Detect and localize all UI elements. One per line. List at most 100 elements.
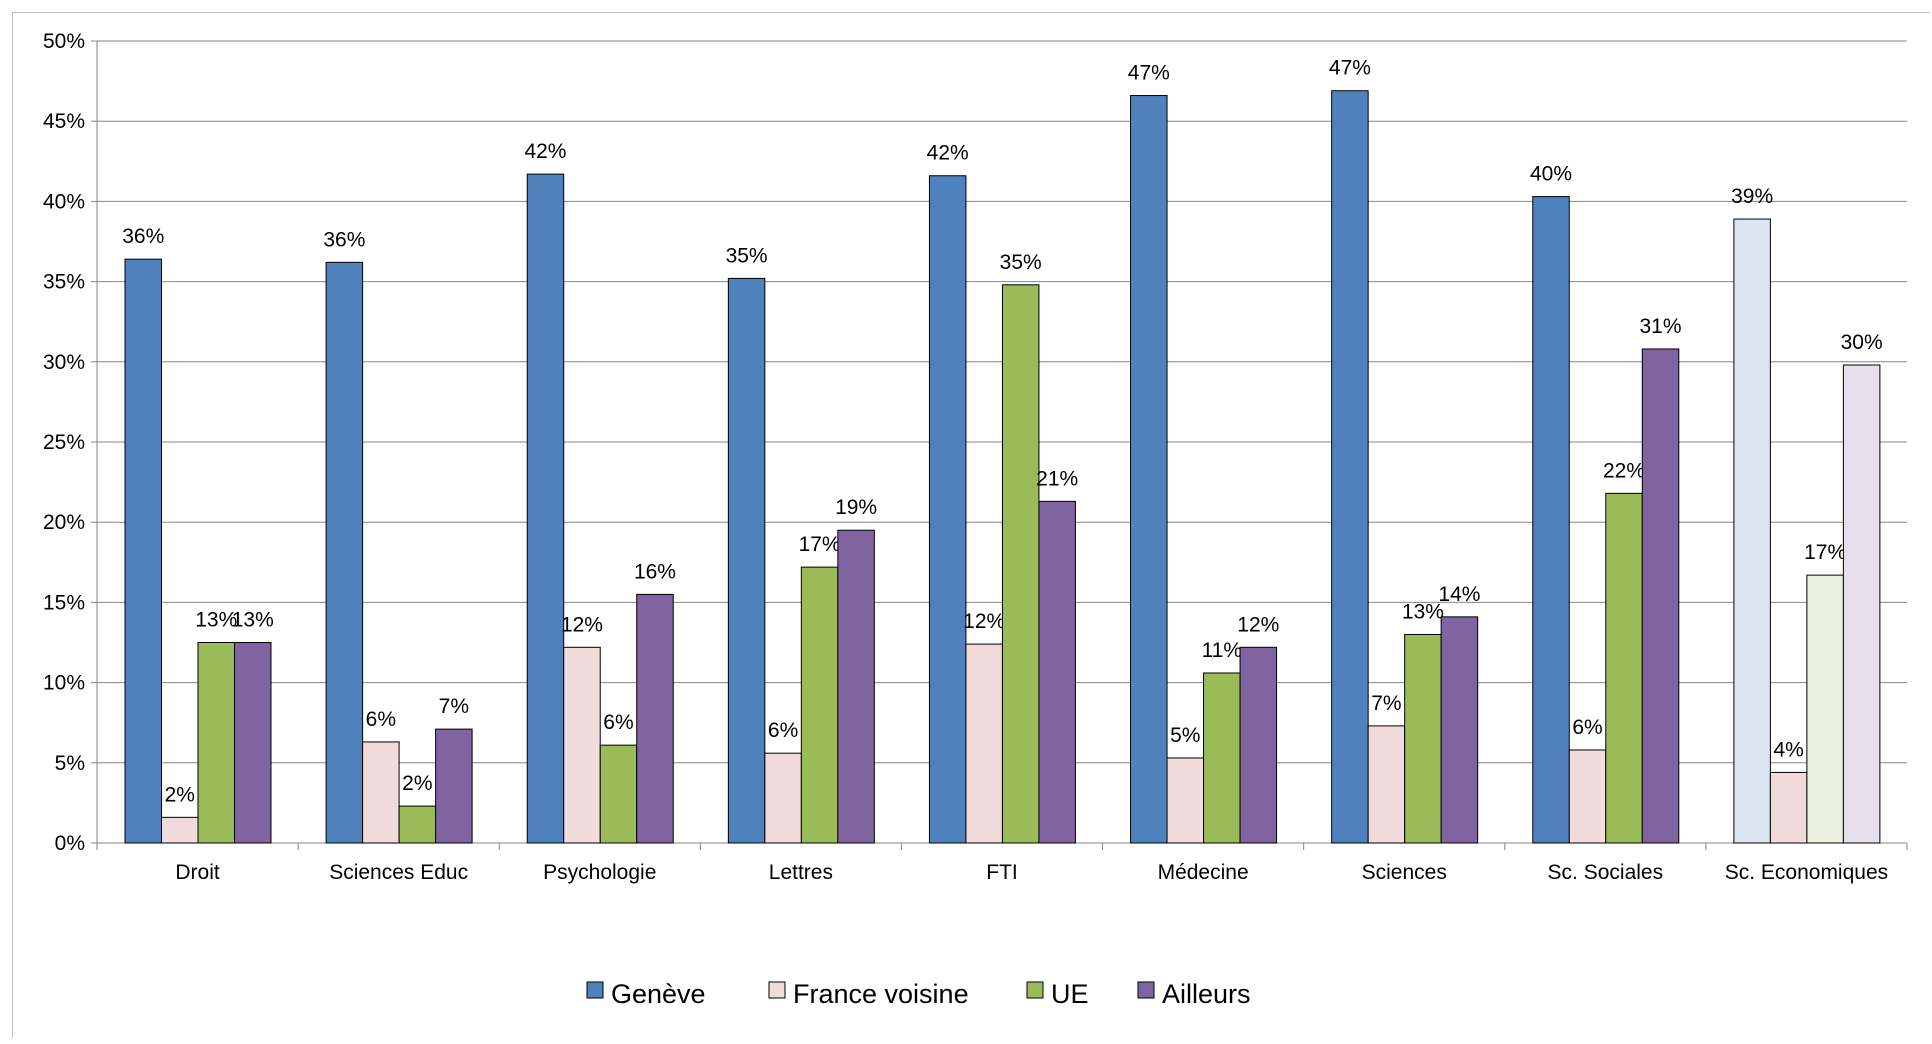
legend-swatch <box>1026 981 1044 999</box>
bar-ue <box>1404 633 1442 844</box>
bar-france-voisine <box>764 752 802 844</box>
chart-area: 0% 5% 10% 15% 20% 25% 30% 35% 40% 45% 50% 36% 2% 13% 1… <box>12 12 1930 1038</box>
bar-france-voisine <box>1367 725 1406 844</box>
data-label: 12% <box>1237 613 1279 636</box>
data-label: 6% <box>1572 716 1602 739</box>
bar-france-voisine <box>965 643 1003 844</box>
x-tick-label: Médecine <box>1158 861 1249 884</box>
y-tick-label: 50% <box>43 30 85 53</box>
y-tick-label: 10% <box>43 672 85 695</box>
y-tick-label: 0% <box>55 832 85 855</box>
data-label: 12% <box>963 610 1005 633</box>
bar-ue <box>1001 284 1040 844</box>
data-label: 40% <box>1530 163 1572 186</box>
bar-ailleurs <box>234 642 272 844</box>
legend-label: Genève <box>611 979 706 1009</box>
data-label: 42% <box>927 142 969 165</box>
bar-gen-ve <box>325 261 364 844</box>
y-tick-label: 35% <box>43 271 85 294</box>
bar-france-voisine <box>563 646 601 844</box>
data-label: 17% <box>799 533 841 556</box>
bar-ue <box>1203 672 1241 844</box>
x-tick-label: Sciences Educ <box>329 861 468 884</box>
bar-ailleurs <box>1842 364 1881 844</box>
data-label: 21% <box>1036 467 1078 490</box>
bar-ailleurs <box>435 728 473 844</box>
y-tick-label: 15% <box>43 591 85 614</box>
bar-france-voisine <box>161 816 199 844</box>
data-label: 13% <box>195 609 237 632</box>
data-label: 4% <box>1773 738 1803 761</box>
data-label: 47% <box>1128 62 1170 85</box>
data-label: 35% <box>726 244 768 267</box>
bar-gen-ve <box>124 258 162 844</box>
y-tick-label: 5% <box>55 752 85 775</box>
y-tick-label: 25% <box>43 431 85 454</box>
data-label: 31% <box>1640 315 1682 338</box>
bar-ailleurs <box>636 593 674 844</box>
bar-france-voisine <box>1568 749 1607 844</box>
data-label: 2% <box>165 783 195 806</box>
x-tick-label: Sc. Sociales <box>1548 861 1664 884</box>
legend-swatch <box>768 981 786 999</box>
bar-ue <box>599 744 638 844</box>
data-label: 6% <box>603 711 633 734</box>
x-tick-label: Sc. Economiques <box>1725 861 1888 884</box>
bar-gen-ve <box>1331 90 1369 844</box>
data-label: 6% <box>366 708 396 731</box>
data-label: 13% <box>1402 600 1444 623</box>
legend-label: Ailleurs <box>1162 979 1251 1009</box>
data-label: 16% <box>634 560 676 583</box>
legend-swatch <box>586 981 604 999</box>
bar-ailleurs <box>837 529 875 844</box>
bar-ailleurs <box>1239 646 1278 844</box>
x-tick-label: Droit <box>175 861 220 884</box>
bar-ailleurs <box>1038 500 1076 844</box>
bar-ue <box>197 642 235 844</box>
bar-gen-ve <box>1532 196 1570 844</box>
bar-ailleurs <box>1641 348 1680 844</box>
x-tick-label: Lettres <box>769 861 833 884</box>
data-label: 2% <box>402 772 432 795</box>
data-label: 35% <box>1000 251 1042 274</box>
data-label: 36% <box>323 228 365 251</box>
bar-france-voisine <box>362 741 400 844</box>
y-tick-label: 30% <box>43 351 85 374</box>
data-label: 6% <box>768 719 798 742</box>
legend-label: UE <box>1051 979 1089 1009</box>
x-tick-label: Psychologie <box>543 861 656 884</box>
data-label: 22% <box>1603 459 1645 482</box>
data-label: 30% <box>1841 331 1883 354</box>
bar-france-voisine <box>1769 771 1808 844</box>
bar-chart: 0%5%10%15%20%25%30%35%40%45%50%36%2%13%1… <box>43 30 1908 1009</box>
data-label: 42% <box>524 140 566 163</box>
bar-ue <box>398 805 437 844</box>
y-tick-label: 45% <box>43 110 85 133</box>
bar-ue <box>1806 574 1844 844</box>
legend-label: France voisine <box>793 979 969 1009</box>
data-label: 11% <box>1202 639 1242 662</box>
data-label: 13% <box>232 609 274 632</box>
data-label: 36% <box>122 225 164 248</box>
bar-france-voisine <box>1166 757 1205 844</box>
data-label: 14% <box>1438 583 1480 606</box>
data-label: 47% <box>1329 57 1371 80</box>
data-label: 39% <box>1731 185 1773 208</box>
x-tick-label: Sciences <box>1362 861 1447 884</box>
data-label: 7% <box>1371 692 1401 715</box>
data-label: 12% <box>561 613 603 636</box>
y-tick-label: 40% <box>43 190 85 213</box>
bar-gen-ve <box>526 173 565 844</box>
bar-ailleurs <box>1440 616 1479 844</box>
legend-swatch <box>1137 981 1155 999</box>
data-label: 19% <box>835 496 877 519</box>
bar-ue <box>1605 492 1643 844</box>
bar-gen-ve <box>727 277 766 844</box>
bar-gen-ve <box>928 175 967 844</box>
data-label: 7% <box>439 695 469 718</box>
bar-ue <box>800 566 839 844</box>
data-label: 17% <box>1804 541 1846 564</box>
y-tick-label: 20% <box>43 511 85 534</box>
bar-gen-ve <box>1733 218 1771 844</box>
data-label: 5% <box>1170 724 1200 747</box>
